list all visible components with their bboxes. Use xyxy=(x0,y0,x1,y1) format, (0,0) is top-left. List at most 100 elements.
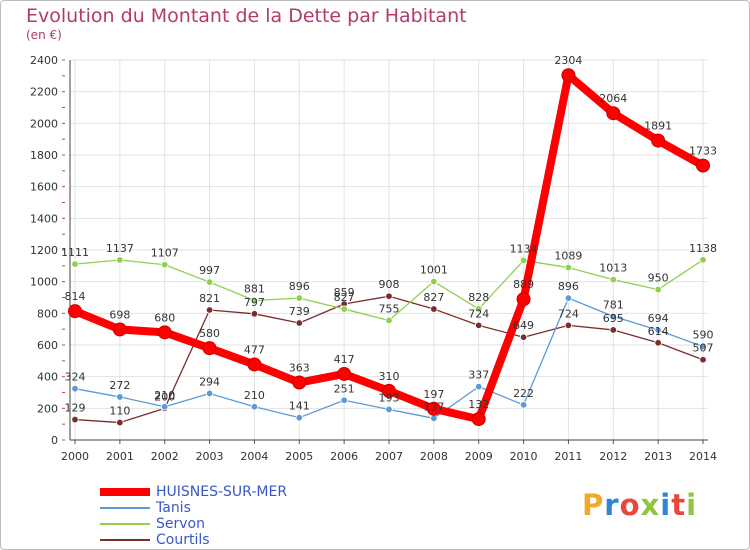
data-point-tanis xyxy=(295,413,303,422)
data-label-servon: 1137 xyxy=(106,242,134,255)
y-tick-label: 1600 xyxy=(30,181,58,194)
data-label-servon: 896 xyxy=(289,280,310,293)
y-tick-label: 200 xyxy=(37,402,58,415)
data-point-courtils xyxy=(519,333,528,341)
data-label-layer: 129 110 200 821 797 739 859 908 827 724 649 724 695 6… xyxy=(61,54,717,417)
data-point-tanis xyxy=(564,294,573,302)
data-point-huisnes-sur-mer xyxy=(157,325,172,340)
data-point-huisnes-sur-mer xyxy=(651,133,666,148)
x-tick-label: 2000 xyxy=(61,450,89,463)
data-label-tanis: 294 xyxy=(199,375,220,388)
data-point-huisnes-sur-mer xyxy=(516,292,531,307)
data-point-huisnes-sur-mer xyxy=(202,341,217,356)
chart-title: Evolution du Montant de la Dette par Hab… xyxy=(26,5,467,27)
x-tick-label: 2006 xyxy=(330,450,358,463)
data-point-huisnes-sur-mer xyxy=(337,366,352,381)
data-label-servon: 755 xyxy=(379,302,400,315)
proxiti-logo: Proxiti xyxy=(582,488,697,522)
data-label-servon: 827 xyxy=(334,291,355,304)
data-label-courtils: 724 xyxy=(468,307,489,320)
data-label-huisnes-sur-mer: 363 xyxy=(289,362,310,375)
series-layer xyxy=(68,68,710,427)
data-point-courtils xyxy=(609,326,617,334)
data-label-courtils: 797 xyxy=(244,296,265,309)
data-label-tanis: 222 xyxy=(513,387,534,400)
data-point-tanis xyxy=(340,396,348,404)
data-label-huisnes-sur-mer: 580 xyxy=(199,327,220,340)
y-tick-label: 2000 xyxy=(30,117,58,130)
data-label-courtils: 827 xyxy=(423,291,444,304)
data-label-servon: 1134 xyxy=(510,242,538,255)
x-tick-label: 2005 xyxy=(285,450,313,463)
data-label-huisnes-sur-mer: 310 xyxy=(379,370,400,383)
data-label-huisnes-sur-mer: 1733 xyxy=(689,145,717,158)
data-point-servon xyxy=(609,275,617,284)
data-label-servon: 881 xyxy=(244,283,265,296)
data-point-huisnes-sur-mer xyxy=(471,412,486,427)
data-label-huisnes-sur-mer: 889 xyxy=(513,278,534,291)
data-point-tanis xyxy=(161,403,169,411)
x-tick-label: 2003 xyxy=(196,450,224,463)
data-label-courtils: 739 xyxy=(289,305,310,318)
data-point-huisnes-sur-mer xyxy=(606,106,621,121)
data-label-courtils: 724 xyxy=(558,307,579,320)
data-label-servon: 997 xyxy=(199,264,220,277)
data-point-huisnes-sur-mer xyxy=(696,158,710,173)
data-label-courtils: 821 xyxy=(199,292,220,305)
data-label-huisnes-sur-mer: 197 xyxy=(423,388,444,401)
data-point-servon xyxy=(699,256,707,264)
y-tick-label: 1400 xyxy=(30,212,58,225)
data-label-servon: 1001 xyxy=(420,264,448,277)
data-point-servon xyxy=(340,305,348,313)
data-label-courtils: 200 xyxy=(154,390,175,403)
y-tick-label: 1000 xyxy=(30,276,58,289)
data-label-huisnes-sur-mer: 477 xyxy=(244,343,265,356)
data-label-tanis: 337 xyxy=(468,369,489,382)
data-label-tanis: 781 xyxy=(603,298,624,311)
logo-letter: P xyxy=(582,488,605,522)
y-tick-label: 600 xyxy=(37,339,58,352)
legend-label: Servon xyxy=(156,516,205,532)
data-label-servon: 828 xyxy=(468,291,489,304)
data-point-tanis xyxy=(385,405,393,414)
x-tick-label: 2010 xyxy=(510,450,538,463)
data-label-servon: 1111 xyxy=(61,246,89,259)
data-label-tanis: 210 xyxy=(244,389,265,402)
data-label-tanis: 251 xyxy=(334,382,355,395)
data-label-courtils: 110 xyxy=(109,405,130,418)
x-tick-label: 2011 xyxy=(554,450,582,463)
data-point-servon xyxy=(430,277,438,286)
data-label-tanis: 193 xyxy=(379,391,400,404)
data-point-tanis xyxy=(116,393,124,401)
data-point-courtils xyxy=(430,305,438,313)
data-label-tanis: 137 xyxy=(423,400,444,413)
data-point-servon xyxy=(475,305,483,313)
data-label-servon: 1089 xyxy=(554,250,582,263)
data-point-servon xyxy=(161,261,169,269)
data-point-tanis xyxy=(430,414,438,423)
data-label-courtils: 129 xyxy=(65,402,86,415)
data-label-courtils: 614 xyxy=(648,325,669,338)
logo-letter: x xyxy=(640,488,661,522)
data-point-courtils xyxy=(564,321,573,330)
data-label-tanis: 272 xyxy=(109,379,130,392)
data-point-servon xyxy=(564,263,573,272)
axis-layer: 0 200 400 600 800 1000 1200 1400 1600 1800 2000 220… xyxy=(30,54,717,463)
data-label-servon: 1107 xyxy=(151,247,179,260)
data-point-tanis xyxy=(250,403,259,411)
data-label-huisnes-sur-mer: 417 xyxy=(334,353,355,366)
data-label-huisnes-sur-mer: 2304 xyxy=(554,54,582,67)
data-point-servon xyxy=(116,256,124,264)
x-tick-label: 2009 xyxy=(465,450,493,463)
data-point-courtils xyxy=(71,415,79,424)
data-point-servon xyxy=(205,278,214,286)
data-label-huisnes-sur-mer: 814 xyxy=(65,290,86,303)
data-point-tanis xyxy=(699,342,707,351)
legend-label: Tanis xyxy=(156,500,191,516)
x-tick-label: 2004 xyxy=(240,450,268,463)
x-tick-label: 2014 xyxy=(689,450,717,463)
data-point-courtils xyxy=(385,292,393,300)
data-point-huisnes-sur-mer xyxy=(68,304,82,319)
data-point-huisnes-sur-mer xyxy=(382,383,396,398)
data-label-tanis: 210 xyxy=(154,389,175,402)
